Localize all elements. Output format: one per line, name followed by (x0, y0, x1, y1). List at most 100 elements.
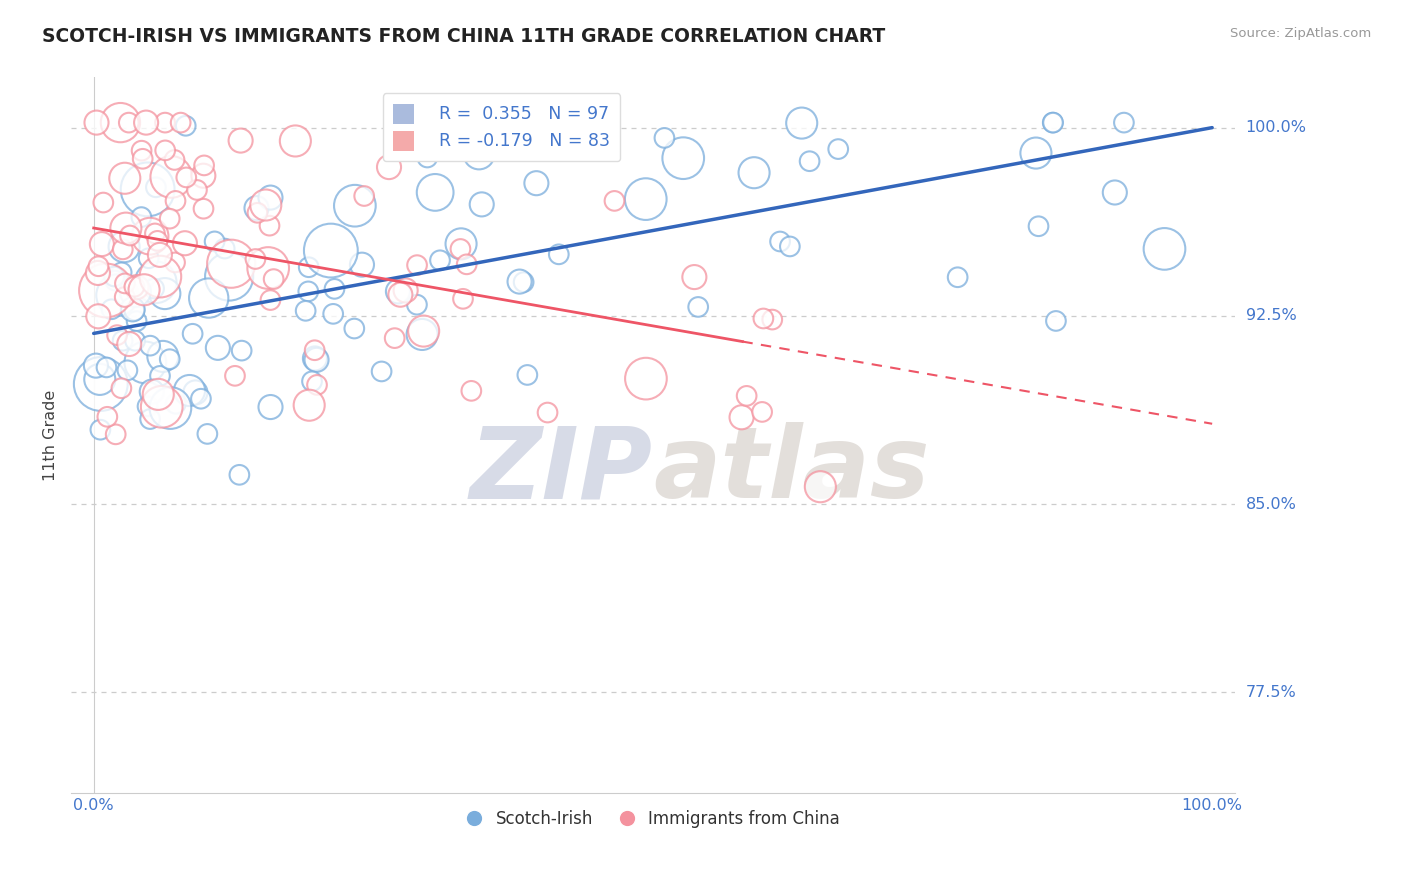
Point (89, 372, 111, 386)
Point (111, 334, 134, 348)
Point (145, 275, 167, 289)
Point (827, 142, 849, 156)
Point (163, 153, 186, 167)
Point (138, 252, 160, 266)
Text: ZIP: ZIP (470, 422, 652, 519)
Point (159, 352, 181, 367)
Point (257, 260, 280, 275)
Point (1045, 314, 1067, 328)
Point (540, 115, 562, 129)
Point (124, 303, 146, 318)
Point (103, 269, 125, 284)
Point (197, 291, 219, 305)
Point (193, 202, 215, 216)
Point (118, 337, 141, 351)
Point (752, 311, 775, 326)
Point (90, 237, 112, 252)
Point (190, 392, 212, 406)
Point (153, 286, 176, 301)
Point (149, 368, 172, 383)
Point (509, 275, 531, 289)
Point (1153, 242, 1175, 256)
Point (214, 242, 236, 256)
Point (184, 385, 207, 400)
Text: 85.0%: 85.0% (1246, 497, 1296, 511)
Point (96, 360, 118, 375)
Point (304, 351, 326, 366)
Point (204, 235, 226, 249)
Point (416, 151, 439, 165)
Point (143, 227, 166, 241)
Point (808, 480, 831, 494)
Point (195, 426, 218, 441)
Point (186, 183, 208, 197)
Point (117, 363, 139, 377)
Point (456, 257, 478, 271)
Point (254, 198, 277, 212)
Point (263, 272, 285, 286)
Point (136, 182, 159, 196)
Point (259, 400, 281, 414)
Point (294, 303, 316, 318)
Point (118, 228, 141, 243)
Point (124, 285, 146, 299)
Point (429, 253, 451, 268)
Point (516, 368, 538, 382)
Point (1042, 115, 1064, 129)
Point (370, 364, 392, 378)
Point (136, 400, 159, 414)
Point (163, 255, 186, 269)
Point (259, 219, 281, 233)
Point (406, 298, 429, 312)
Point (769, 235, 792, 249)
Point (384, 331, 406, 345)
Point (634, 371, 657, 385)
Point (688, 300, 710, 314)
Point (395, 284, 418, 298)
Point (174, 119, 197, 133)
Point (603, 194, 626, 208)
Point (114, 277, 136, 291)
Point (87, 259, 110, 273)
Point (1104, 186, 1126, 200)
Point (683, 270, 706, 285)
Point (343, 199, 366, 213)
Text: Source: ZipAtlas.com: Source: ZipAtlas.com (1230, 27, 1371, 40)
Point (135, 115, 157, 129)
Point (526, 176, 548, 190)
Point (245, 201, 267, 215)
Point (165, 194, 187, 208)
Point (105, 288, 128, 302)
Point (779, 239, 801, 253)
Point (228, 467, 250, 482)
Point (1025, 146, 1047, 161)
Point (105, 328, 128, 343)
Point (153, 144, 176, 158)
Point (751, 405, 773, 419)
Point (104, 427, 127, 442)
Point (259, 191, 281, 205)
Point (110, 381, 132, 395)
Point (353, 189, 375, 203)
Point (87, 266, 110, 280)
Point (159, 401, 181, 415)
Point (193, 169, 215, 183)
Point (547, 247, 569, 261)
Point (112, 240, 135, 254)
Point (145, 180, 167, 194)
Point (125, 314, 148, 328)
Point (114, 290, 136, 304)
Point (149, 248, 172, 262)
Point (86, 115, 108, 129)
Point (89, 423, 111, 437)
Point (406, 258, 429, 272)
Point (131, 144, 153, 158)
Text: 77.5%: 77.5% (1246, 685, 1296, 699)
Point (218, 269, 240, 284)
Text: atlas: atlas (652, 422, 929, 519)
Point (110, 115, 132, 129)
Point (298, 260, 321, 275)
Point (159, 211, 181, 226)
Point (91, 195, 114, 210)
Point (94, 284, 117, 298)
